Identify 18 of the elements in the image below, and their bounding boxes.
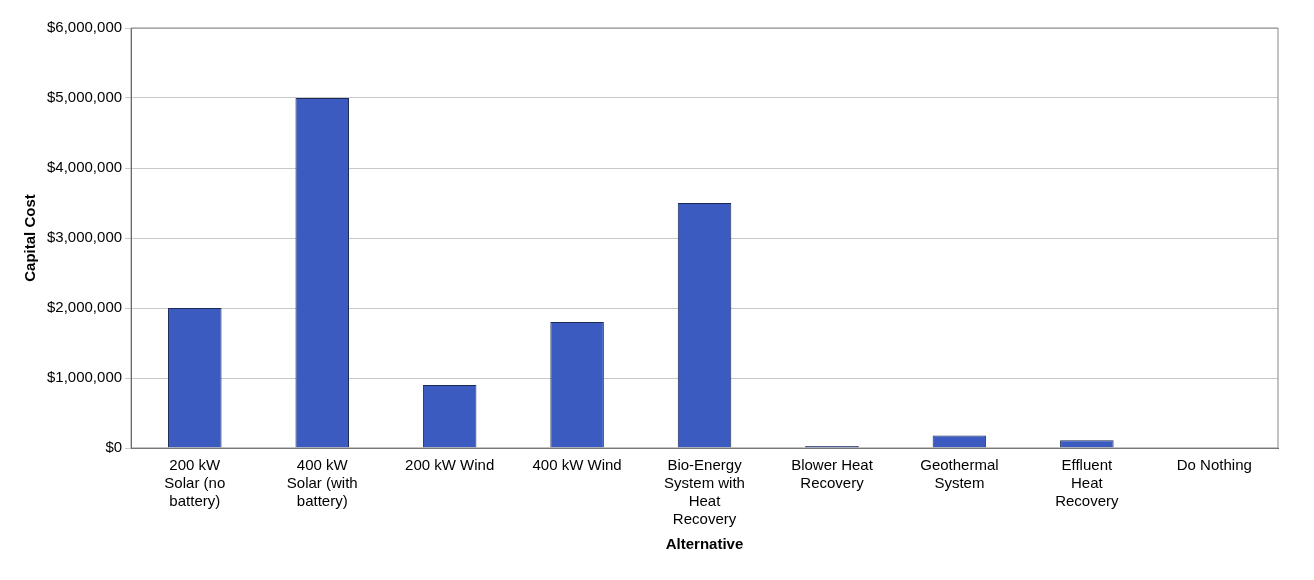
y-tick-label: $0 [105, 438, 123, 456]
y-tick-label: $4,000,000 [47, 158, 123, 176]
y-axis-title: Capital Cost [21, 194, 39, 282]
x-axis-title: Alternative [665, 535, 744, 553]
x-tick-label: Blower Heat Recovery [791, 456, 874, 492]
x-tick-label: Effluent Heat Recovery [1055, 456, 1120, 510]
x-tick-label: 400 kW Solar (with battery) [286, 456, 358, 510]
y-tick-label: $5,000,000 [47, 88, 123, 106]
y-tick-label: $3,000,000 [47, 228, 123, 246]
y-tick-label: $2,000,000 [47, 298, 123, 316]
x-tick-label: Do Nothing [1176, 456, 1252, 474]
x-tick-label: 200 kW Wind [405, 456, 495, 474]
x-tick-label: Geothermal System [920, 456, 999, 492]
x-tick-label: 200 kW Solar (no battery) [164, 456, 226, 510]
x-tick-label: Bio-Energy System with Heat Recovery [664, 456, 745, 528]
y-tick-label: $1,000,000 [47, 368, 123, 386]
y-tick-label: $6,000,000 [47, 18, 123, 36]
x-tick-label: 400 kW Wind [532, 456, 622, 474]
